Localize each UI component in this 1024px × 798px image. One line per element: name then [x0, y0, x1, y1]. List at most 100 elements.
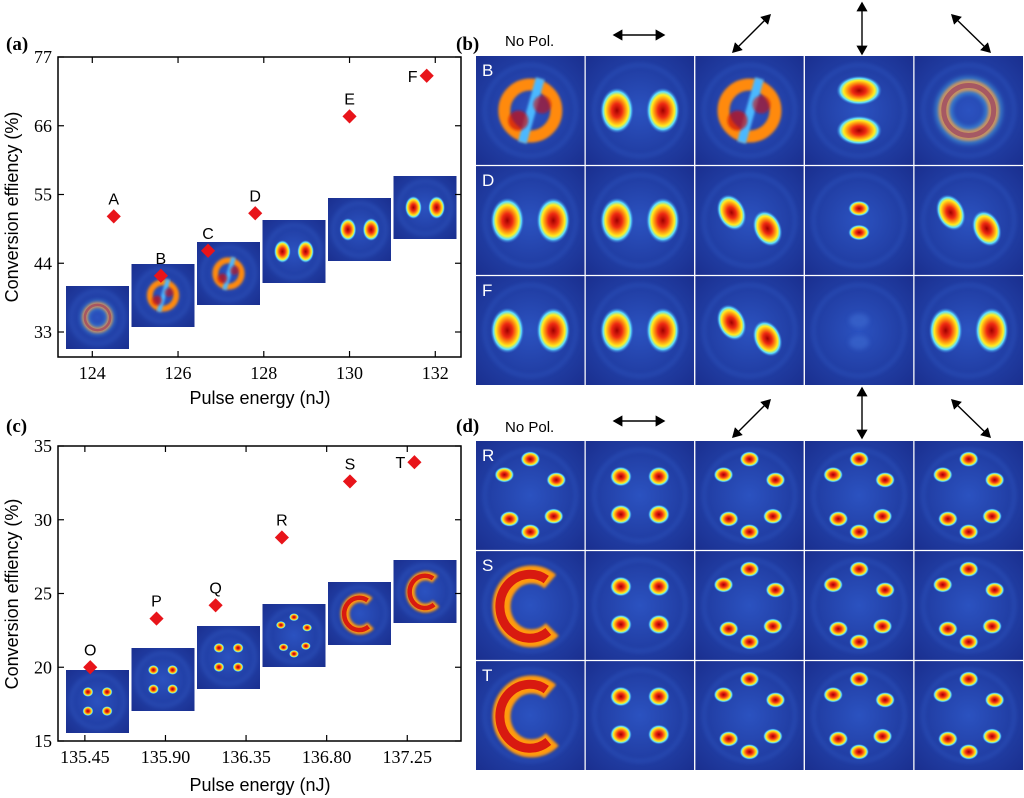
data-point-label-P: P	[151, 594, 162, 611]
panel-d-image-grid: (d) No Pol. R S T	[456, 386, 1024, 771]
data-point-label-O: O	[84, 642, 96, 659]
panel-a-points: A B C D E F	[106, 68, 434, 283]
panel-b-header-diagonal-up-right-arrow-icon	[732, 14, 771, 53]
data-point-T	[407, 455, 422, 470]
ytick-label: 25	[34, 584, 52, 604]
data-point-F	[419, 68, 434, 83]
data-point-E	[342, 109, 357, 124]
inset-beam-S	[328, 582, 391, 645]
panel-b-cell-r2-c1	[476, 166, 585, 275]
ytick-label: 20	[34, 657, 52, 677]
panel-d-cell-r2-c3	[695, 551, 804, 660]
data-point-label-B: B	[156, 251, 167, 268]
data-point-S	[342, 474, 358, 489]
panel-a-chart: (a) 124 126 128 130 132 33 44 55 66 77 A B C D E F Con…	[2, 34, 462, 408]
inset-beam-Q	[197, 626, 260, 689]
panel-c-chart: (c) 135.45 135.90 136.35 136.80 137.25 15 20 25…	[2, 416, 462, 795]
panel-b-label: (b)	[456, 34, 479, 55]
data-point-C	[200, 243, 216, 258]
panel-b-cell-r2-c4	[804, 166, 914, 275]
panel-b-cell-r1-c2	[585, 56, 695, 165]
data-point-label-C: C	[202, 226, 214, 243]
panel-b-header-diagonal-down-right-arrow-icon	[950, 14, 992, 53]
panel-c-ylabel: Conversion effiency (%)	[2, 499, 22, 690]
panel-b-cell-r1-c1	[476, 56, 585, 165]
panel-d-row-label-T: T	[482, 666, 492, 685]
panel-d-row-label-S: S	[482, 556, 493, 575]
panel-d-cell-r1-c4	[804, 441, 914, 550]
panel-d-cell-r3-c2	[585, 661, 695, 770]
panel-a-ticks: 124 126 128 130 132 33 44 55 66 77	[34, 47, 461, 383]
data-point-P	[149, 611, 164, 626]
panel-c-insets	[66, 560, 457, 733]
panel-c-points: O P Q R S T	[83, 455, 422, 675]
inset-beam-A	[66, 286, 129, 349]
ytick-label: 35	[34, 436, 52, 456]
xtick-label: 126	[165, 363, 192, 383]
inset-beam-E	[328, 198, 391, 261]
xtick-label: 136.80	[302, 747, 352, 767]
data-point-O	[83, 660, 98, 675]
inset-beam-R	[262, 604, 326, 667]
panel-b-image-grid: (b) No Pol. B D F	[456, 1, 1024, 386]
panel-d-cell-r3-c1	[476, 661, 585, 770]
data-point-label-R: R	[276, 512, 288, 529]
panel-d-cell-r2-c4	[804, 551, 914, 660]
panel-d-cell-r1-c1	[476, 441, 585, 550]
ytick-label: 66	[34, 116, 52, 136]
inset-beam-O	[66, 670, 129, 733]
panel-b-header-no-pol: No Pol.	[505, 33, 554, 50]
panel-b-grid: B D F	[476, 56, 1024, 386]
panel-d-cell-r2-c5	[914, 551, 1023, 660]
panel-b-cell-r2-c2	[585, 166, 695, 275]
panel-b-row-label-F: F	[482, 281, 492, 300]
panel-b-row-label-B: B	[482, 61, 493, 80]
data-point-label-E: E	[344, 91, 355, 108]
xtick-label: 132	[422, 363, 449, 383]
panel-d-cell-r1-c3	[695, 441, 804, 550]
data-point-label-F: F	[408, 69, 418, 86]
inset-beam-T	[393, 560, 457, 623]
xtick-label: 124	[79, 363, 106, 383]
data-point-label-S: S	[345, 456, 356, 473]
panel-c-label: (c)	[6, 416, 27, 437]
ytick-label: 30	[34, 510, 52, 530]
xtick-label: 130	[336, 363, 363, 383]
xtick-label: 136.35	[221, 747, 271, 767]
inset-beam-D	[262, 220, 326, 283]
panel-d-row-label-R: R	[482, 446, 494, 465]
panel-a-label: (a)	[6, 34, 28, 55]
panel-d-header-diagonal-up-right-arrow-icon	[732, 399, 771, 438]
panel-b-cell-r1-c3	[695, 56, 804, 165]
panel-d-grid: R S T	[476, 441, 1024, 771]
panel-b-cell-r3-c2	[585, 276, 695, 385]
xtick-label: 128	[250, 363, 277, 383]
panel-b-cell-r3-c3	[695, 276, 804, 385]
ytick-label: 44	[34, 253, 52, 273]
data-point-R	[274, 530, 289, 545]
panel-d-header-no-pol: No Pol.	[505, 419, 554, 436]
inset-beam-P	[131, 648, 195, 711]
xtick-label: 135.90	[141, 747, 191, 767]
panel-a-xlabel: Pulse energy (nJ)	[189, 388, 330, 408]
panel-d-cell-r1-c5	[914, 441, 1023, 550]
data-point-label-A: A	[108, 191, 119, 208]
panel-c-xlabel: Pulse energy (nJ)	[189, 775, 330, 795]
panel-d-cell-r3-c5	[914, 661, 1023, 770]
panel-b-cell-r3-c1	[476, 276, 585, 385]
panel-d-header-diagonal-down-right-arrow-icon	[950, 399, 992, 438]
panel-d-cell-r1-c2	[585, 441, 695, 550]
panel-a-ylabel: Conversion effiency (%)	[2, 112, 22, 303]
inset-beam-F	[393, 176, 457, 239]
panel-b-cell-r1-c5	[914, 56, 1023, 165]
panel-b-cell-r3-c4	[804, 276, 914, 385]
data-point-label-Q: Q	[209, 580, 221, 597]
panel-d-cell-r3-c4	[804, 661, 914, 770]
xtick-label: 135.45	[60, 747, 110, 767]
panel-d-cell-r2-c2	[585, 551, 695, 660]
data-point-label-D: D	[249, 188, 261, 205]
xtick-label: 137.25	[383, 747, 433, 767]
ytick-label: 55	[34, 185, 52, 205]
panel-b-cell-r2-c5	[914, 166, 1023, 275]
